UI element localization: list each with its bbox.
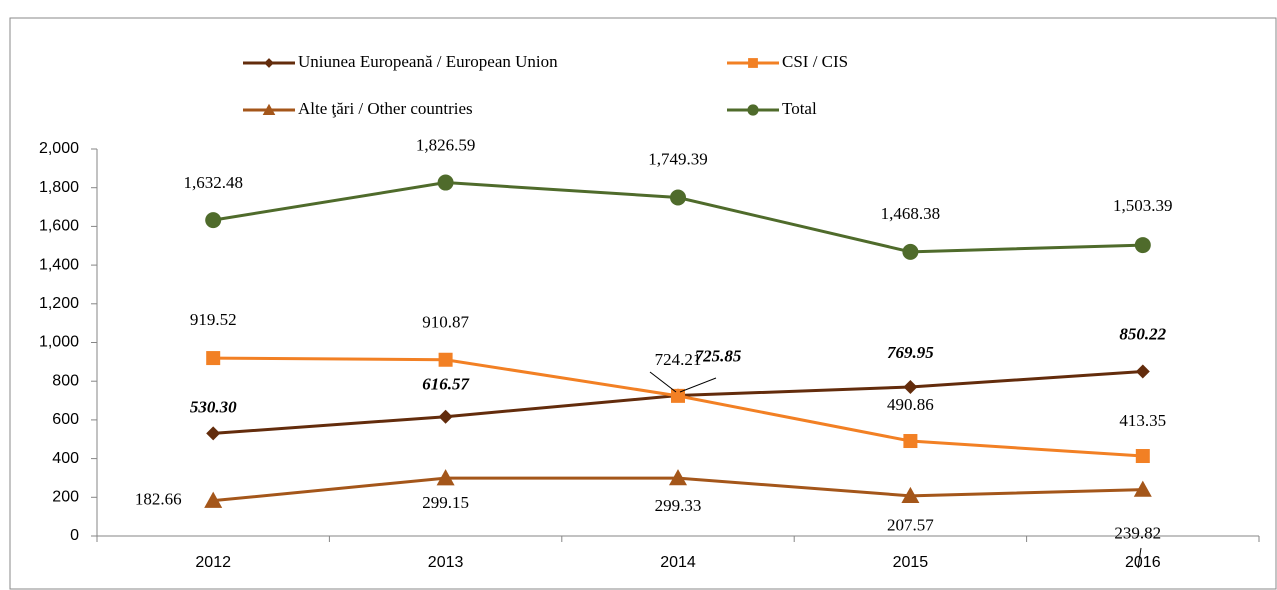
marker	[436, 469, 455, 486]
data-label: 725.85	[695, 346, 742, 365]
data-label: 239.82	[1114, 524, 1161, 543]
data-label: 1,632.48	[183, 173, 243, 192]
legend-label: Uniunea Europeană / European Union	[298, 52, 558, 71]
y-tick-label: 1,400	[39, 256, 79, 273]
legend-label: CSI / CIS	[782, 52, 848, 71]
data-label: 724.21	[655, 350, 702, 369]
marker	[438, 409, 453, 424]
y-tick-label: 400	[52, 450, 79, 467]
data-label: 919.52	[190, 310, 237, 329]
marker	[748, 58, 758, 68]
y-tick-label: 1,600	[39, 218, 79, 235]
marker	[669, 469, 687, 486]
y-tick-label: 200	[52, 489, 79, 506]
marker	[204, 491, 223, 508]
data-label: 182.66	[135, 490, 182, 509]
data-label: 1,749.39	[648, 149, 708, 168]
legend-label: Total	[782, 99, 817, 118]
marker	[671, 388, 685, 403]
marker	[1134, 237, 1151, 254]
data-label: 530.30	[190, 397, 237, 416]
data-label: 299.15	[422, 493, 469, 512]
x-tick-label: 2015	[893, 554, 929, 571]
marker	[1135, 449, 1150, 464]
y-tick-label: 1,200	[39, 295, 79, 312]
marker	[437, 174, 454, 191]
leader-line	[679, 377, 717, 393]
y-tick-label: 0	[70, 527, 79, 544]
data-label: 850.22	[1119, 324, 1166, 343]
data-label: 1,468.38	[881, 204, 941, 223]
data-label: 616.57	[422, 375, 470, 394]
marker	[438, 352, 453, 367]
marker	[205, 212, 222, 229]
marker	[670, 189, 686, 206]
leader-line	[649, 371, 677, 393]
marker	[264, 58, 274, 68]
x-tick-label: 2012	[195, 554, 231, 571]
legend-label: Alte ţări / Other countries	[298, 99, 473, 118]
leader-line	[1137, 547, 1142, 569]
chart-frame	[9, 17, 1277, 590]
y-tick-label: 1,800	[39, 179, 79, 196]
marker	[1135, 364, 1150, 379]
data-label: 207.57	[887, 516, 934, 535]
x-tick-label: 2013	[428, 554, 464, 571]
x-tick-label: 2016	[1125, 554, 1161, 571]
marker	[901, 486, 920, 504]
series-line	[213, 356, 1143, 458]
data-label: 413.35	[1119, 411, 1166, 430]
marker	[262, 103, 276, 116]
marker	[902, 243, 919, 260]
data-label: 299.33	[655, 496, 702, 515]
y-tick-label: 800	[52, 372, 79, 389]
y-tick-label: 1,000	[39, 334, 79, 351]
marker	[1133, 480, 1152, 497]
marker	[206, 351, 221, 366]
marker	[747, 104, 759, 116]
data-label: 769.95	[887, 343, 934, 362]
y-tick-label: 600	[52, 411, 79, 428]
marker	[903, 434, 918, 449]
x-tick-label: 2014	[660, 554, 696, 571]
data-label: 910.87	[422, 313, 469, 332]
data-label: 490.86	[887, 395, 934, 414]
marker	[903, 380, 918, 395]
y-tick-label: 2,000	[39, 140, 79, 157]
data-label: 1,503.39	[1113, 196, 1173, 215]
marker	[206, 426, 221, 441]
data-label: 1,826.59	[416, 135, 476, 154]
